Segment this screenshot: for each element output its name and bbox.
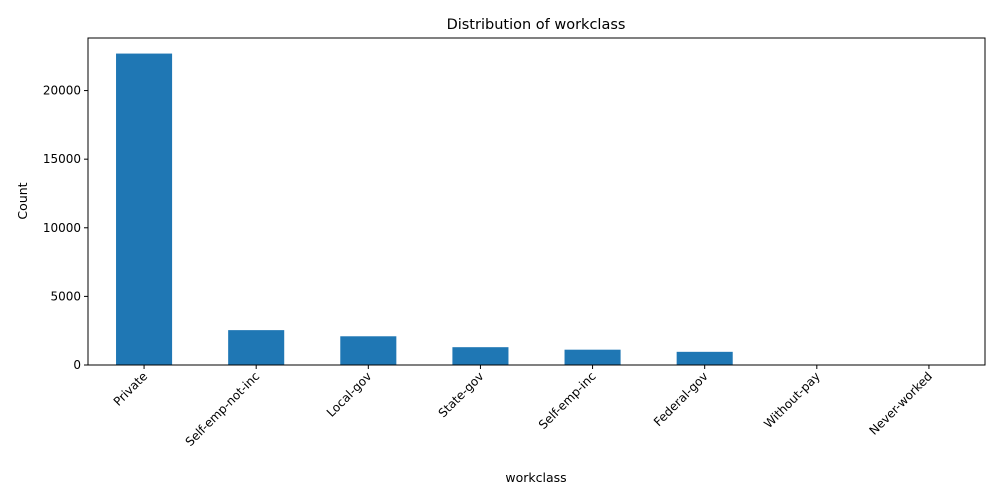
bar-private: [116, 53, 173, 366]
bar-federal-gov: [676, 351, 733, 365]
bars-group: [116, 53, 957, 366]
x-tick-label: Never-worked: [867, 369, 936, 438]
x-axis-label: workclass: [505, 470, 566, 485]
x-tick-label: Self-emp-not-inc: [183, 369, 263, 449]
bar-state-gov: [452, 347, 509, 365]
y-tick-label: 0: [73, 358, 81, 372]
x-tick-label: Local-gov: [324, 369, 375, 420]
y-tick-label: 5000: [50, 289, 81, 303]
y-axis-ticks: 0 5000 10000 15000 20000: [43, 84, 88, 372]
bar-self-emp-not-inc: [228, 330, 285, 365]
x-tick-label: Without-pay: [761, 369, 823, 431]
x-tick-label: Self-emp-inc: [536, 369, 599, 432]
y-tick-label: 15000: [43, 152, 81, 166]
y-tick-label: 20000: [43, 84, 81, 98]
plot-frame: [87, 37, 986, 366]
x-tick-label: Federal-gov: [651, 369, 711, 429]
x-tick-label: Private: [111, 369, 150, 408]
x-tick-label: State-gov: [436, 369, 487, 420]
y-axis-label: Count: [15, 182, 30, 219]
y-tick-label: 10000: [43, 221, 81, 235]
chart-title: Distribution of workclass: [447, 17, 626, 33]
bar-local-gov: [340, 336, 397, 365]
bar-self-emp-inc: [564, 349, 621, 365]
x-axis-ticks: Private Self-emp-not-inc Local-gov State-go…: [111, 365, 935, 449]
